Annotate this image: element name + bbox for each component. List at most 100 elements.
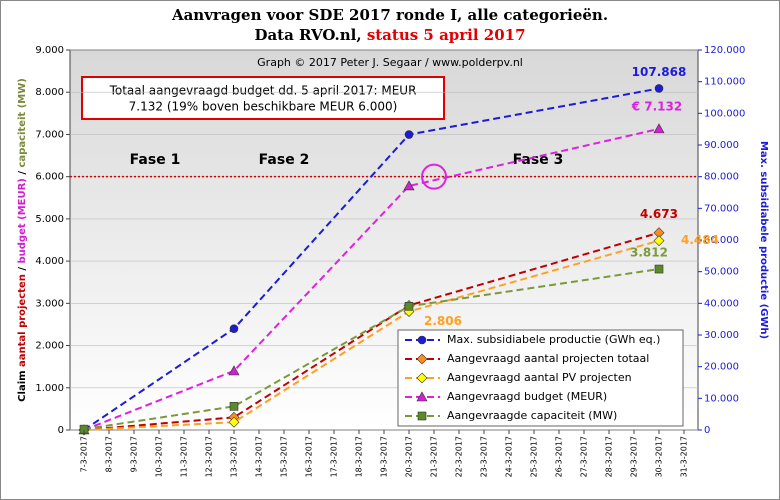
y-tick-label: 0 <box>58 425 64 436</box>
x-tick-label: 22-3-2017 <box>455 436 464 477</box>
x-tick-label: 10-3-2017 <box>155 436 164 477</box>
x-tick-label: 23-3-2017 <box>480 436 489 477</box>
y2-tick-label: 70.000 <box>704 203 739 214</box>
series-line <box>83 239 660 431</box>
data-point <box>404 130 414 139</box>
x-tick-label: 18-3-2017 <box>355 436 364 477</box>
legend-label: Aangevraagd aantal projecten totaal <box>447 352 649 365</box>
y-tick-label: 6.000 <box>35 172 64 183</box>
x-tick-label: 11-3-2017 <box>180 436 189 477</box>
data-point <box>404 301 414 311</box>
legend-label: Aangevraagd aantal PV projecten <box>447 371 632 384</box>
x-tick-label: 31-3-2017 <box>680 436 689 477</box>
x-tick-label: 15-3-2017 <box>280 436 289 477</box>
value-label: 107.868 <box>632 65 687 79</box>
x-tick-label: 7-3-2017 <box>80 436 89 472</box>
y-label-part: capaciteit (MW) <box>17 78 28 167</box>
data-point <box>228 365 240 376</box>
y-label-part: / <box>17 264 28 275</box>
x-tick-label: 26-3-2017 <box>555 436 564 477</box>
series-line <box>83 127 660 431</box>
y-tick-label: 7.000 <box>35 129 64 140</box>
x-tick-label: 28-3-2017 <box>605 436 614 477</box>
value-label: 2.806 <box>424 314 462 328</box>
data-point <box>229 402 239 411</box>
x-tick-label: 19-3-2017 <box>380 436 389 477</box>
phase-label: Fase 1 <box>130 152 181 168</box>
y-axis-label: Claim aantal projecten / budget (MEUR) /… <box>17 78 28 402</box>
y2-tick-label: 60.000 <box>704 235 739 246</box>
y2-tick-label: 10.000 <box>704 393 739 404</box>
value-label: € 7.132 <box>631 99 682 113</box>
x-tick-label: 12-3-2017 <box>205 436 214 477</box>
legend <box>397 329 684 427</box>
y2-tick-label: 120.000 <box>704 45 745 56</box>
value-label: 3.812 <box>630 246 668 260</box>
y-tick-label: 9.000 <box>35 45 64 56</box>
data-point <box>653 123 665 134</box>
x-tick-label: 9-3-2017 <box>130 436 139 472</box>
legend-label: Aangevraagde capaciteit (MW) <box>447 409 617 422</box>
value-label: 4.484 <box>681 233 719 247</box>
y-tick-label: 4.000 <box>35 256 64 267</box>
y2-tick-label: 0 <box>704 425 710 436</box>
x-tick-label: 17-3-2017 <box>330 436 339 477</box>
legend-label: Max. subsidiabele productie (GWh eq.) <box>447 333 660 346</box>
x-tick-label: 14-3-2017 <box>255 436 264 477</box>
y2-tick-label: 90.000 <box>704 140 739 151</box>
chart-subtitle: Data RVO.nl, status 5 april 2017 <box>254 26 525 44</box>
series-line <box>83 268 660 431</box>
y2-tick-label: 50.000 <box>704 267 739 278</box>
x-tick-label: 13-3-2017 <box>230 436 239 477</box>
x-tick-label: 8-3-2017 <box>105 436 114 472</box>
annotation-text: Totaal aangevraagd budget dd. 5 april 20… <box>109 84 417 98</box>
y2-tick-label: 30.000 <box>704 330 739 341</box>
y-label-part: / <box>17 167 28 178</box>
x-tick-label: 24-3-2017 <box>505 436 514 477</box>
y-label-part: budget (MEUR) <box>17 178 28 263</box>
phase-label: Fase 3 <box>513 152 564 168</box>
y-tick-label: 3.000 <box>35 298 64 309</box>
legend-marker <box>416 391 428 402</box>
series-line <box>83 87 660 431</box>
x-tick-label: 29-3-2017 <box>630 436 639 477</box>
x-tick-label: 16-3-2017 <box>305 436 314 477</box>
y2-tick-label: 20.000 <box>704 362 739 373</box>
legend-marker <box>417 335 427 345</box>
credit: Graph © 2017 Peter J. Segaar / www.polde… <box>257 56 523 69</box>
x-tick-label: 30-3-2017 <box>655 436 664 477</box>
legend-marker <box>417 411 427 421</box>
y-tick-label: 1.000 <box>35 383 64 394</box>
data-point <box>228 416 240 428</box>
x-tick-label: 27-3-2017 <box>580 436 589 477</box>
legend-marker <box>416 372 428 384</box>
x-tick-label: 25-3-2017 <box>530 436 539 477</box>
annotation-box <box>81 76 445 120</box>
annotation-text: 7.132 (19% boven beschikbare MEUR 6.000) <box>129 100 398 114</box>
value-label: 4.673 <box>640 207 678 221</box>
y2-axis-label: Max. subsidiabele productie (GWh) <box>758 141 769 339</box>
phase-label: Fase 2 <box>259 152 310 168</box>
y-tick-label: 2.000 <box>35 341 64 352</box>
legend-label: Aangevraagd budget (MEUR) <box>447 390 607 403</box>
y2-tick-label: 110.000 <box>704 77 745 88</box>
y-tick-label: 8.000 <box>35 87 64 98</box>
chart-title: Aanvragen voor SDE 2017 ronde I, alle ca… <box>171 6 608 24</box>
subtitle-status: status 5 april 2017 <box>367 26 526 44</box>
legend-marker <box>416 353 428 365</box>
y2-tick-label: 100.000 <box>704 108 745 119</box>
series-line <box>83 231 660 431</box>
y2-tick-label: 80.000 <box>704 172 739 183</box>
data-point <box>653 235 665 247</box>
y-label-part: aantal projecten <box>17 274 28 367</box>
y-label-part: Claim <box>17 367 28 402</box>
data-point <box>654 264 664 274</box>
x-tick-label: 21-3-2017 <box>430 436 439 477</box>
data-point <box>403 180 415 191</box>
data-point <box>229 324 239 333</box>
y-tick-label: 5.000 <box>35 214 64 225</box>
y2-tick-label: 40.000 <box>704 298 739 309</box>
subtitle-part: Data RVO.nl, <box>254 26 366 44</box>
data-point <box>654 84 664 93</box>
